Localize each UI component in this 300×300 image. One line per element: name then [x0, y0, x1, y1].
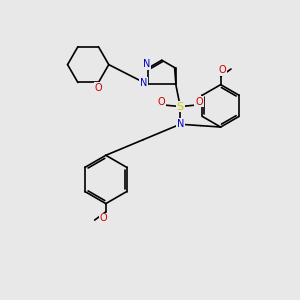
- Text: O: O: [100, 213, 108, 223]
- Text: N: N: [140, 78, 147, 88]
- Text: O: O: [158, 97, 165, 106]
- Text: O: O: [219, 65, 226, 76]
- Text: O: O: [195, 97, 203, 106]
- Text: O: O: [95, 83, 102, 93]
- Text: S: S: [177, 102, 184, 112]
- Text: N: N: [176, 119, 184, 129]
- Text: N: N: [142, 59, 150, 69]
